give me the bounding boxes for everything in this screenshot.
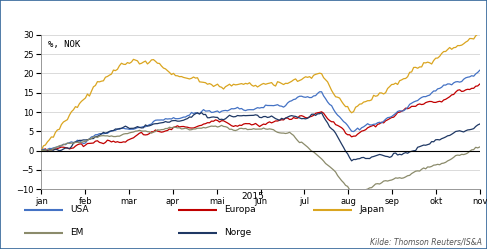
Text: Japan: Japan (359, 205, 384, 214)
Text: %, NOK: %, NOK (48, 40, 80, 49)
Text: 2015: 2015 (242, 191, 264, 200)
Text: Positiv avkastning hittil i år (i NOK): Positiv avkastning hittil i år (i NOK) (6, 8, 243, 22)
Text: Europa: Europa (224, 205, 256, 214)
Text: EM: EM (70, 228, 83, 237)
Text: USA: USA (70, 205, 89, 214)
Text: Norge: Norge (224, 228, 251, 237)
Text: Kilde: Thomson Reuters/IS&A: Kilde: Thomson Reuters/IS&A (370, 237, 482, 246)
